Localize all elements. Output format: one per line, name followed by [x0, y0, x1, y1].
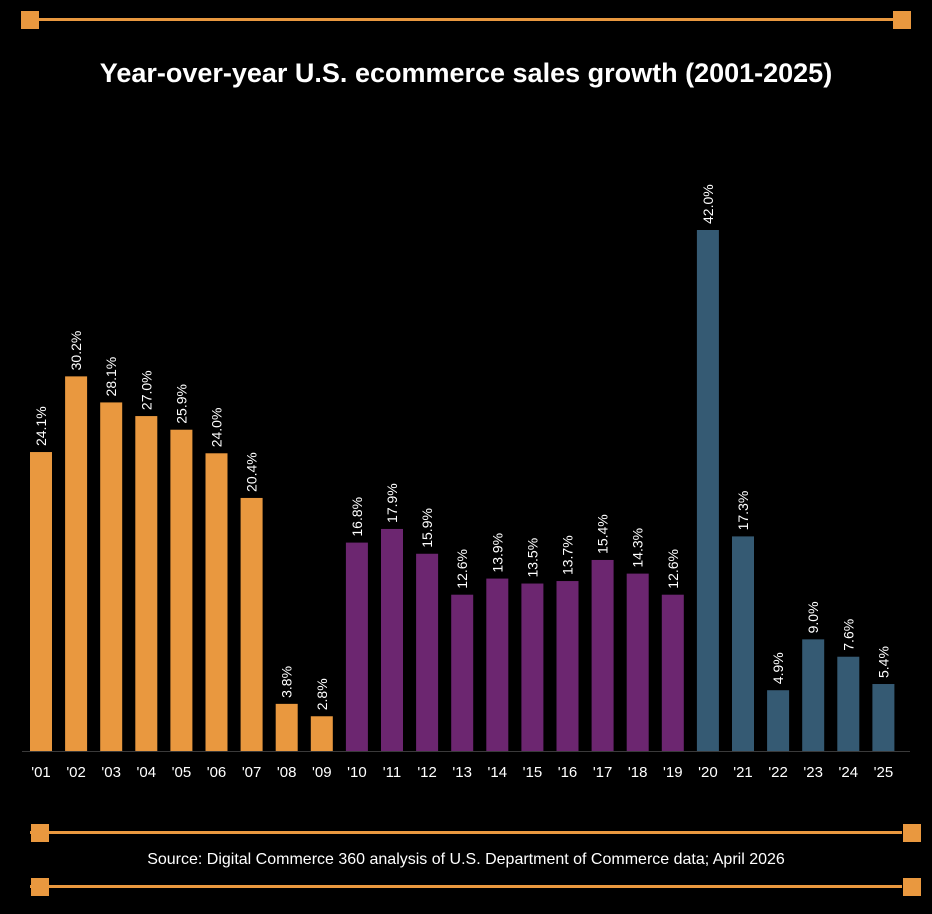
middle-rule: [30, 831, 902, 834]
bar: [275, 703, 298, 751]
bar: [661, 594, 684, 751]
x-tick-label: '08: [277, 764, 297, 781]
x-tick-label: '11: [383, 764, 401, 781]
bar: [626, 573, 649, 751]
bar: [767, 690, 790, 751]
data-label: 24.0%: [209, 408, 225, 448]
x-tick-label: '21: [733, 764, 753, 781]
x-tick-label: '06: [207, 764, 227, 781]
data-label: 17.3%: [735, 491, 751, 531]
data-label: 17.9%: [384, 483, 400, 523]
data-label: 25.9%: [173, 384, 189, 424]
bar: [451, 594, 474, 751]
bar: [65, 376, 88, 751]
x-tick-label: '01: [31, 764, 51, 781]
data-label: 15.9%: [419, 508, 435, 548]
data-label: 27.0%: [138, 370, 154, 410]
data-label: 12.6%: [454, 549, 470, 589]
x-tick-label: '12: [417, 764, 437, 781]
x-tick-label: '14: [488, 764, 508, 781]
bar: [100, 402, 123, 751]
data-label: 24.1%: [33, 406, 49, 446]
x-tick-label: '19: [663, 764, 683, 781]
middle-right-square-icon: [903, 824, 921, 842]
bar: [696, 230, 719, 751]
bottom-rule: [30, 885, 902, 888]
middle-left-square-icon: [31, 824, 49, 842]
data-label: 13.9%: [489, 533, 505, 573]
top-right-square-icon: [893, 11, 911, 29]
data-label: 20.4%: [244, 452, 260, 492]
bar: [381, 528, 403, 751]
data-label: 9.0%: [805, 601, 821, 633]
data-label: 3.8%: [279, 666, 295, 698]
bar: [486, 578, 509, 751]
bar: [521, 583, 544, 751]
bar: [732, 536, 754, 751]
x-tick-label: '25: [874, 764, 894, 781]
x-tick-label: '18: [628, 764, 648, 781]
data-label: 15.4%: [595, 514, 611, 554]
bar: [556, 581, 579, 751]
data-label: 28.1%: [103, 357, 119, 397]
x-tick-label: '15: [523, 764, 543, 781]
data-label: 7.6%: [840, 619, 856, 651]
x-tick-label: '23: [803, 764, 823, 781]
data-label: 13.5%: [524, 538, 540, 578]
data-label: 30.2%: [68, 331, 84, 371]
x-tick-label: '22: [768, 764, 788, 781]
data-label: 12.6%: [665, 549, 681, 589]
source-note: Source: Digital Commerce 360 analysis of…: [147, 851, 785, 868]
bar: [30, 452, 52, 751]
bar: [591, 559, 614, 751]
data-label: 42.0%: [700, 184, 716, 224]
x-tick-label: '20: [698, 764, 718, 781]
top-rule: [30, 18, 902, 21]
data-label: 14.3%: [630, 528, 646, 568]
x-tick-label: '17: [593, 764, 613, 781]
data-label: 2.8%: [314, 678, 330, 710]
x-tick-label: '07: [242, 764, 262, 781]
bar: [802, 639, 825, 751]
bar: [310, 716, 333, 751]
x-tick-label: '04: [137, 764, 157, 781]
x-tick-label: '24: [839, 764, 859, 781]
data-label: 16.8%: [349, 497, 365, 537]
chart-title: Year-over-year U.S. ecommerce sales grow…: [99, 58, 833, 88]
x-tick-label: '03: [101, 764, 121, 781]
bottom-left-square-icon: [31, 878, 49, 896]
top-left-square-icon: [21, 11, 39, 29]
x-tick-label: '13: [452, 764, 472, 781]
bar: [135, 416, 158, 751]
bar: [872, 684, 895, 751]
x-tick-label: '02: [66, 764, 86, 781]
bar: [205, 453, 228, 751]
x-tick-label: '05: [172, 764, 192, 781]
bar: [170, 429, 193, 751]
bottom-right-square-icon: [903, 878, 921, 896]
x-tick-label: '09: [312, 764, 332, 781]
bar: [837, 656, 860, 751]
x-tick-label: '16: [558, 764, 578, 781]
data-label: 5.4%: [875, 646, 891, 678]
bar-chart: 24.1% '01 30.2% '02 28.1% '03 27.0% '04 25.9% '05…: [22, 184, 910, 781]
x-tick-label: '10: [347, 764, 367, 781]
bar: [240, 497, 263, 751]
data-label: 13.7%: [560, 535, 576, 575]
data-label: 4.9%: [770, 652, 786, 684]
bar: [345, 542, 368, 751]
bar: [416, 553, 439, 751]
